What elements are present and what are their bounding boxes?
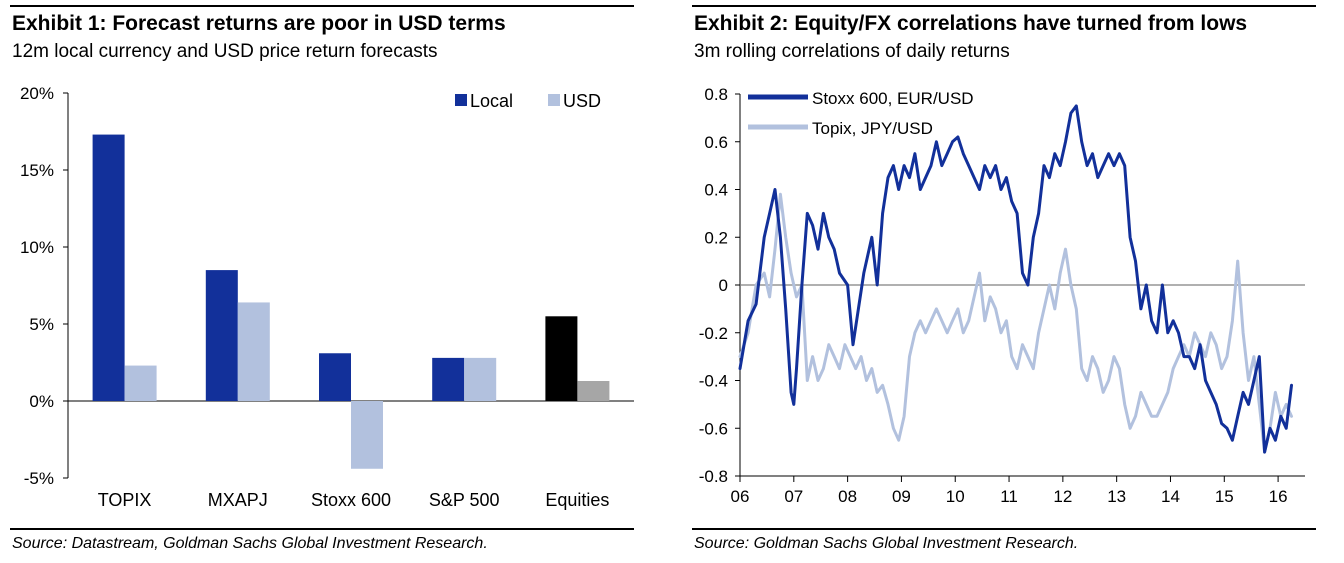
x-tick-label-0: 06	[731, 487, 750, 506]
exhibit-1-source: Source: Datastream, Goldman Sachs Global…	[12, 535, 488, 552]
x-tick-label-stoxx-600: Stoxx 600	[311, 490, 391, 510]
y-tick-label-8: 0.8	[704, 85, 728, 104]
x-tick-label-mxapj: MXAPJ	[208, 490, 268, 510]
x-tick-label-7: 13	[1107, 487, 1126, 506]
bar-stoxx-600-local	[319, 353, 351, 401]
y-tick-label-3: -0.2	[699, 324, 728, 343]
legend-swatch-usd	[548, 94, 560, 106]
legend-label-stoxx-600-eur-usd: Stoxx 600, EUR/USD	[812, 89, 974, 108]
y-tick-label-6: 0.4	[704, 181, 728, 200]
x-tick-label-topix: TOPIX	[98, 490, 152, 510]
bar-topix-usd	[124, 365, 157, 401]
series-line-stoxx-600-eur-usd	[738, 104, 1293, 454]
legend-swatch-local	[455, 94, 467, 106]
x-tick-label-4: 10	[946, 487, 965, 506]
y-tick-label-5: 20%	[20, 84, 54, 103]
exhibit-2-source: Source: Goldman Sachs Global Investment …	[694, 535, 1079, 552]
y-tick-label-5: 0.2	[704, 228, 728, 247]
bar-mxapj-local	[205, 270, 238, 401]
exhibit-1-subtitle: 12m local currency and USD price return …	[12, 41, 438, 62]
x-tick-label-3: 09	[892, 487, 911, 506]
y-tick-label-4: 0	[719, 276, 728, 295]
y-tick-label-0: -0.8	[699, 467, 728, 486]
x-tick-label-9: 15	[1215, 487, 1234, 506]
exhibit-2-bottom-rule	[692, 528, 1316, 530]
exhibit-1-chart: -5% 0% 5% 10% 15% 20% TOPIX MXAPJ Stoxx 600 S&P 5…	[20, 84, 634, 510]
y-tick-label-2: -0.4	[699, 372, 728, 391]
y-tick-label-3: 10%	[20, 238, 54, 257]
y-tick-label-1: 0%	[29, 392, 54, 411]
y-tick-label-2: 5%	[29, 315, 54, 334]
legend-label-topix-jpy-usd: Topix, JPY/USD	[812, 119, 933, 138]
bar-s-p-500-local	[432, 357, 465, 401]
x-tick-label-2: 08	[838, 487, 857, 506]
x-tick-label-s-p-500: S&P 500	[429, 490, 500, 510]
exhibit-1-top-rule	[10, 5, 634, 7]
exhibit-1-title: Exhibit 1: Forecast returns are poor in …	[12, 12, 506, 35]
exhibit-2-top-rule	[692, 5, 1316, 7]
x-tick-label-10: 16	[1269, 487, 1288, 506]
x-tick-label-equities: Equities	[545, 490, 609, 510]
bar-topix-local	[92, 134, 125, 401]
x-tick-label-1: 07	[784, 487, 803, 506]
y-tick-label-7: 0.6	[704, 133, 728, 152]
bar-stoxx-600-usd	[351, 401, 383, 469]
y-tick-label-1: -0.6	[699, 419, 728, 438]
bar-mxapj-usd	[237, 302, 270, 401]
bar-equities-usd	[577, 380, 610, 401]
x-tick-label-8: 14	[1161, 487, 1180, 506]
bar-equities-local	[545, 316, 578, 401]
x-tick-label-6: 12	[1053, 487, 1072, 506]
bar-s-p-500-usd	[464, 357, 497, 401]
exhibit-2-title: Exhibit 2: Equity/FX correlations have t…	[694, 12, 1248, 35]
y-tick-label-0: -5%	[24, 469, 54, 488]
exhibit-2-subtitle: 3m rolling correlations of daily returns	[694, 41, 1010, 62]
legend-label-usd: USD	[563, 91, 601, 111]
series-line-topix-jpy-usd	[738, 192, 1293, 454]
legend-label-local: Local	[470, 91, 513, 111]
y-tick-label-4: 15%	[20, 161, 54, 180]
x-tick-label-5: 11	[1000, 487, 1018, 506]
exhibit-1-bottom-rule	[10, 528, 634, 530]
exhibit-2-chart: -0.8 -0.6 -0.4 -0.2 0 0.2 0.4 0.6 0.8 06 07 08 09 10 1…	[699, 85, 1305, 506]
